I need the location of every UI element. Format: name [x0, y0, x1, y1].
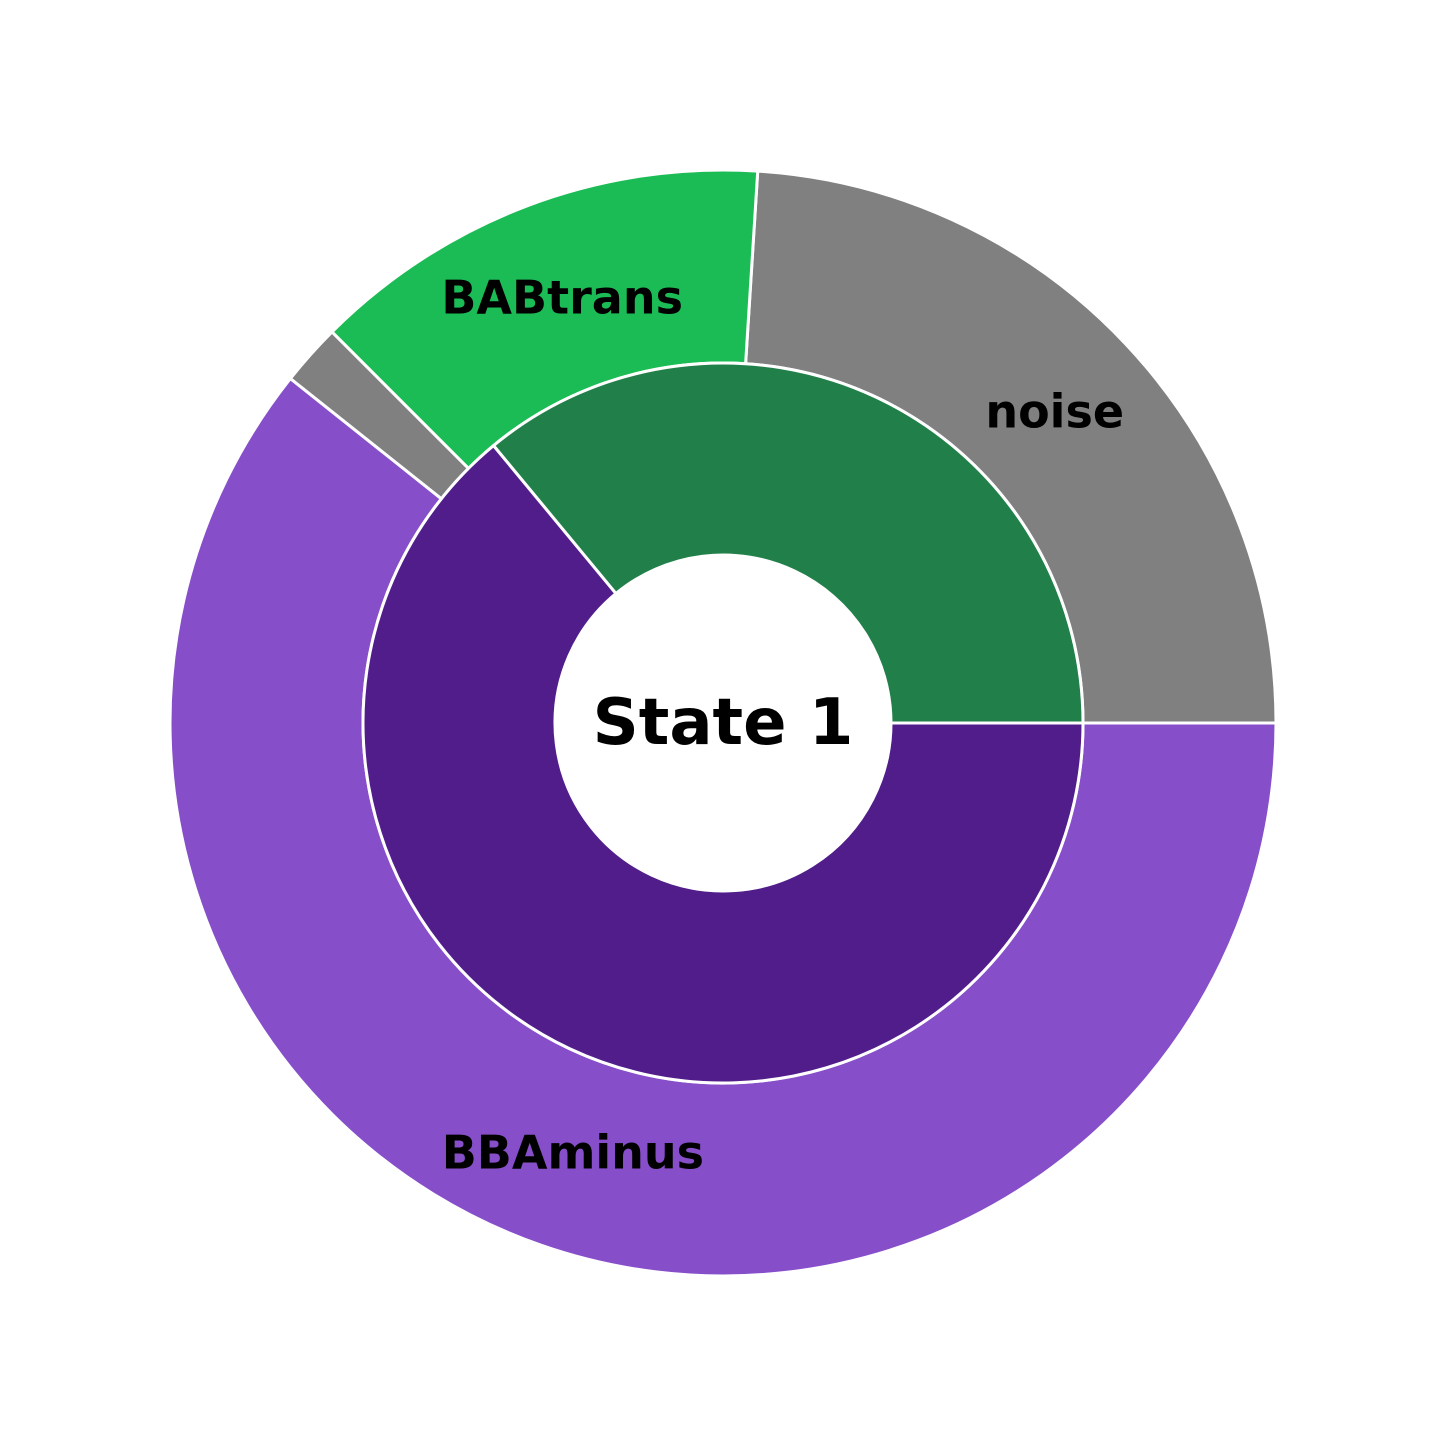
outer-ring [168, 168, 1278, 1278]
inner-ring [361, 361, 1085, 1085]
segment-label-bbaminus: BBAminus [442, 1126, 704, 1180]
center-label: State 1 [593, 686, 854, 760]
inner-ring-slice-unlabeled-1 [361, 444, 1085, 1085]
segment-labels: noise BABtrans BBAminus [441, 270, 1124, 1179]
inner-ring-slice-unlabeled-0 [492, 361, 1085, 725]
segment-label-babtrans: BABtrans [441, 270, 683, 324]
segment-label-noise: noise [985, 385, 1124, 439]
